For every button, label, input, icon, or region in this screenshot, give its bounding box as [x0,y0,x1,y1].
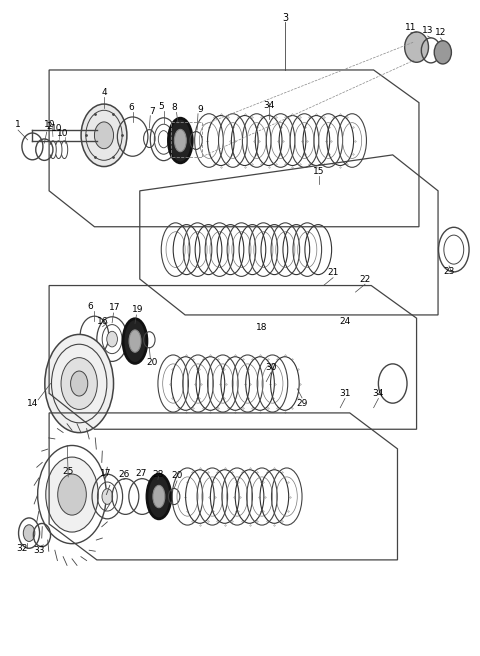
Ellipse shape [153,485,165,508]
Text: 12: 12 [435,28,446,37]
Text: 30: 30 [265,363,277,372]
Text: 15: 15 [313,167,324,176]
Text: 10: 10 [57,129,68,138]
Text: 8: 8 [171,104,177,112]
Ellipse shape [434,41,451,64]
Ellipse shape [129,330,141,352]
Text: 4: 4 [101,89,107,97]
Ellipse shape [71,371,88,396]
Text: 6: 6 [88,302,94,311]
Ellipse shape [46,457,98,532]
Text: 34: 34 [263,102,275,110]
Text: 27: 27 [135,468,147,478]
Ellipse shape [24,525,35,541]
Ellipse shape [102,489,113,504]
Text: 20: 20 [146,358,157,367]
Text: 9: 9 [197,105,203,113]
Text: 21: 21 [327,268,339,277]
Ellipse shape [45,335,114,432]
Ellipse shape [58,474,86,515]
Text: 24: 24 [339,317,350,326]
Ellipse shape [174,129,186,152]
Text: 17: 17 [100,468,111,478]
Text: 18: 18 [256,323,267,333]
Text: 29: 29 [296,399,308,407]
Text: 10: 10 [50,124,62,133]
Text: 7: 7 [149,107,155,115]
Text: 22: 22 [360,274,371,283]
Ellipse shape [81,104,127,167]
Ellipse shape [168,118,192,163]
Text: 17: 17 [109,303,120,312]
Text: 11: 11 [405,23,417,32]
Text: 32: 32 [16,544,27,552]
Text: 6: 6 [129,103,134,112]
Text: 13: 13 [422,26,433,35]
Text: 10: 10 [44,119,56,129]
Text: 31: 31 [339,389,351,398]
Ellipse shape [61,358,97,409]
Ellipse shape [95,122,114,149]
Text: 14: 14 [27,399,38,407]
Text: 16: 16 [97,317,108,326]
Text: 3: 3 [282,12,288,23]
Ellipse shape [405,32,429,62]
Text: 25: 25 [62,467,74,476]
Text: 20: 20 [171,471,183,480]
Text: 33: 33 [33,546,44,554]
Text: 23: 23 [444,267,455,276]
Ellipse shape [107,331,118,347]
Text: 19: 19 [132,305,143,314]
Text: 34: 34 [372,389,384,398]
Text: 2: 2 [46,122,52,131]
Text: 5: 5 [158,102,164,111]
Text: 1: 1 [15,120,21,129]
Ellipse shape [123,319,147,363]
Ellipse shape [147,474,171,519]
Text: 28: 28 [152,470,164,479]
Text: 26: 26 [118,470,129,479]
